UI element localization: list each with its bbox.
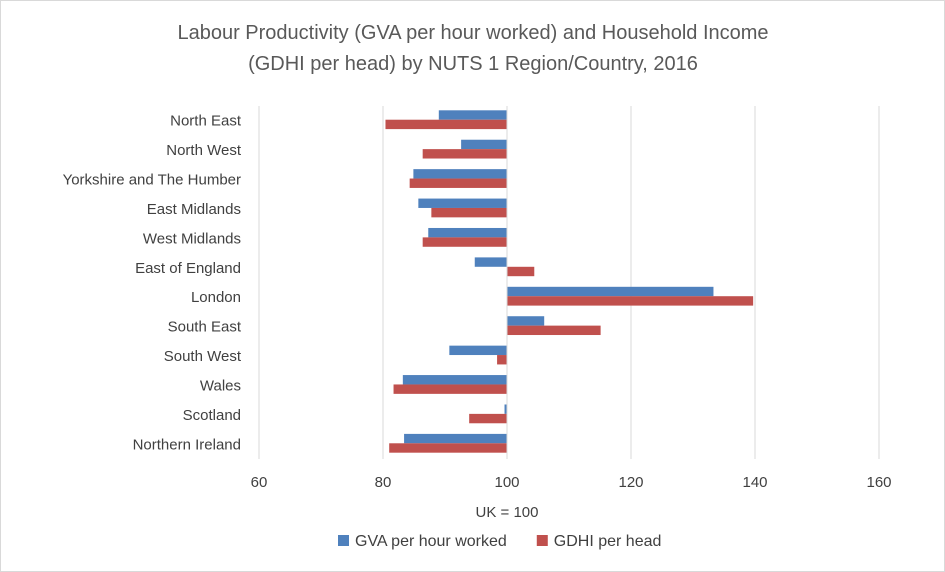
category-label-north-east: North East (170, 113, 242, 130)
bar-gdhi-per-head-south-east (507, 325, 601, 336)
category-label-yorkshire-and-the-humber: Yorkshire and The Humber (63, 172, 241, 189)
bar-gdhi-per-head-london (507, 296, 754, 306)
x-tick-100: 100 (494, 474, 519, 491)
bar-gva-per-hour-worked-north-east (438, 110, 507, 120)
x-tick-140: 140 (742, 474, 767, 491)
x-tick-120: 120 (618, 474, 643, 491)
category-label-scotland: Scotland (183, 407, 241, 424)
bar-gva-per-hour-worked-south-west (449, 345, 507, 356)
gridlines (258, 106, 880, 459)
bar-gva-per-hour-worked-scotland (504, 404, 507, 414)
legend-label-gdhi-per-head: GDHI per head (554, 533, 662, 550)
bar-gdhi-per-head-northern-ireland (389, 443, 507, 453)
bar-gdhi-per-head-wales (393, 384, 507, 394)
bar-gdhi-per-head-east-midlands (431, 207, 507, 218)
chart-title-line-1: Labour Productivity (GVA per hour worked… (177, 22, 768, 44)
category-label-east-of-england: East of England (135, 260, 241, 277)
bar-gva-per-hour-worked-east-midlands (418, 198, 507, 208)
bar-gva-per-hour-worked-north-west (461, 139, 507, 150)
bar-gdhi-per-head-south-west (497, 355, 507, 365)
bar-gdhi-per-head-east-of-england (507, 266, 535, 277)
bar-gdhi-per-head-scotland (469, 413, 507, 424)
bar-gva-per-hour-worked-wales (402, 375, 507, 385)
bar-gdhi-per-head-north-west (422, 149, 507, 159)
x-tick-labels: 60 80 100 120 140 160 (251, 474, 892, 491)
chart-title-line-2: (GDHI per head) by NUTS 1 Region/Country… (248, 53, 698, 75)
bar-gva-per-hour-worked-south-east (507, 316, 545, 326)
x-tick-160: 160 (866, 474, 891, 491)
category-label-london: London (191, 289, 241, 306)
bar-gva-per-hour-worked-west-midlands (428, 227, 507, 238)
x-axis-title: UK = 100 (476, 504, 539, 521)
category-label-northern-ireland: Northern Ireland (133, 436, 241, 453)
bars (385, 106, 754, 459)
legend-swatch-gdhi-per-head (536, 535, 548, 546)
bar-gva-per-hour-worked-yorkshire-and-the-humber (413, 169, 507, 179)
category-label-west-midlands: West Midlands (143, 230, 241, 247)
legend: GVA per hour worked GDHI per head (338, 533, 661, 550)
category-label-south-east: South East (168, 319, 242, 336)
bar-gva-per-hour-worked-northern-ireland (404, 433, 507, 444)
category-label-wales: Wales (200, 377, 241, 394)
bar-gva-per-hour-worked-east-of-england (474, 257, 507, 267)
category-label-south-west: South West (164, 348, 242, 365)
category-label-east-midlands: East Midlands (147, 201, 241, 218)
legend-swatch-gva-per-hour-worked (338, 535, 349, 546)
x-tick-60: 60 (251, 474, 268, 491)
category-label-north-west: North West (166, 142, 242, 159)
bar-gdhi-per-head-west-midlands (422, 237, 507, 247)
bar-gdhi-per-head-yorkshire-and-the-humber (409, 178, 507, 188)
bar-gva-per-hour-worked-london (507, 286, 714, 297)
bar-gdhi-per-head-north-east (385, 119, 507, 130)
legend-label-gva-per-hour-worked: GVA per hour worked (355, 533, 507, 550)
x-tick-80: 80 (375, 474, 392, 491)
category-labels: North East North West Yorkshire and The Hu… (63, 113, 242, 454)
